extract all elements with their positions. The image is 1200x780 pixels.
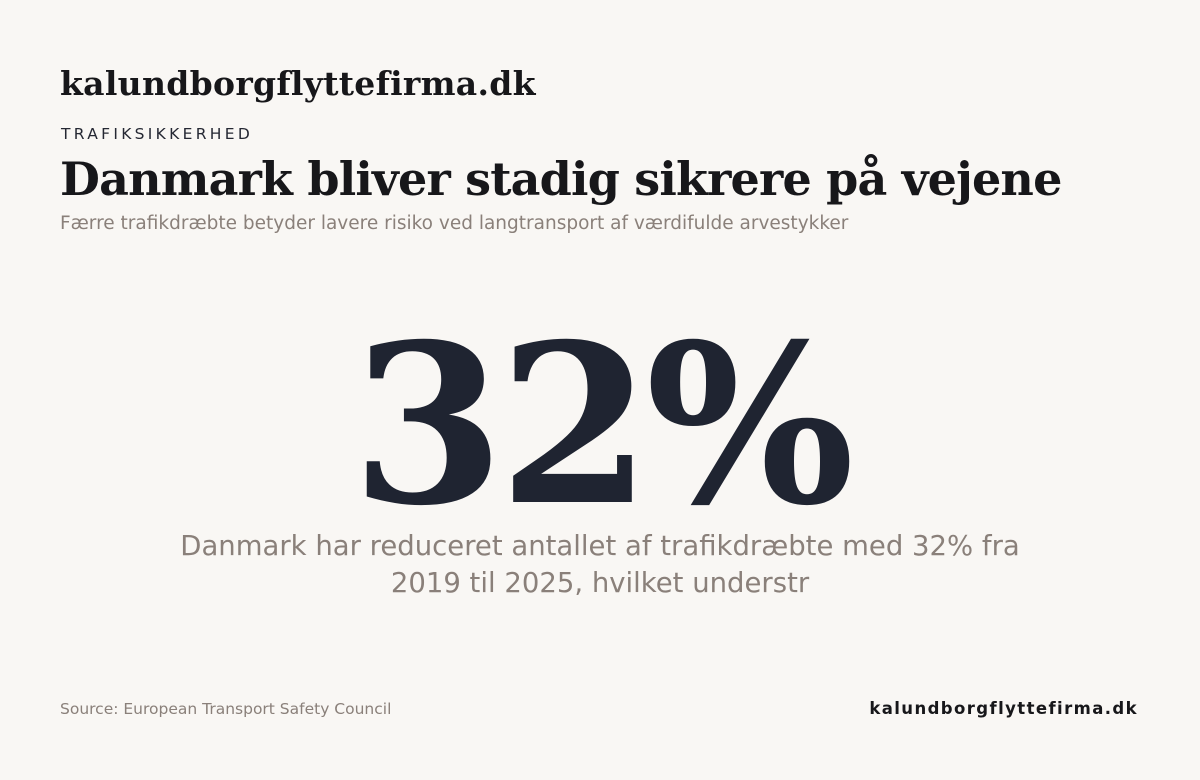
category-eyebrow: TRAFIKSIKKERHED [61, 125, 254, 143]
footer-brand: kalundborgflyttefirma.dk [869, 699, 1138, 718]
brand-logo-text: kalundborgflyttefirma.dk [60, 64, 536, 103]
source-note: Source: European Transport Safety Counci… [60, 700, 392, 718]
page-title: Danmark bliver stadig sikrere på vejene [60, 152, 1062, 206]
statistic-description: Danmark har reduceret antallet af trafik… [180, 530, 1020, 599]
page-subtitle: Færre trafikdræbte betyder lavere risiko… [60, 213, 849, 234]
headline-statistic: 32% [351, 295, 854, 554]
